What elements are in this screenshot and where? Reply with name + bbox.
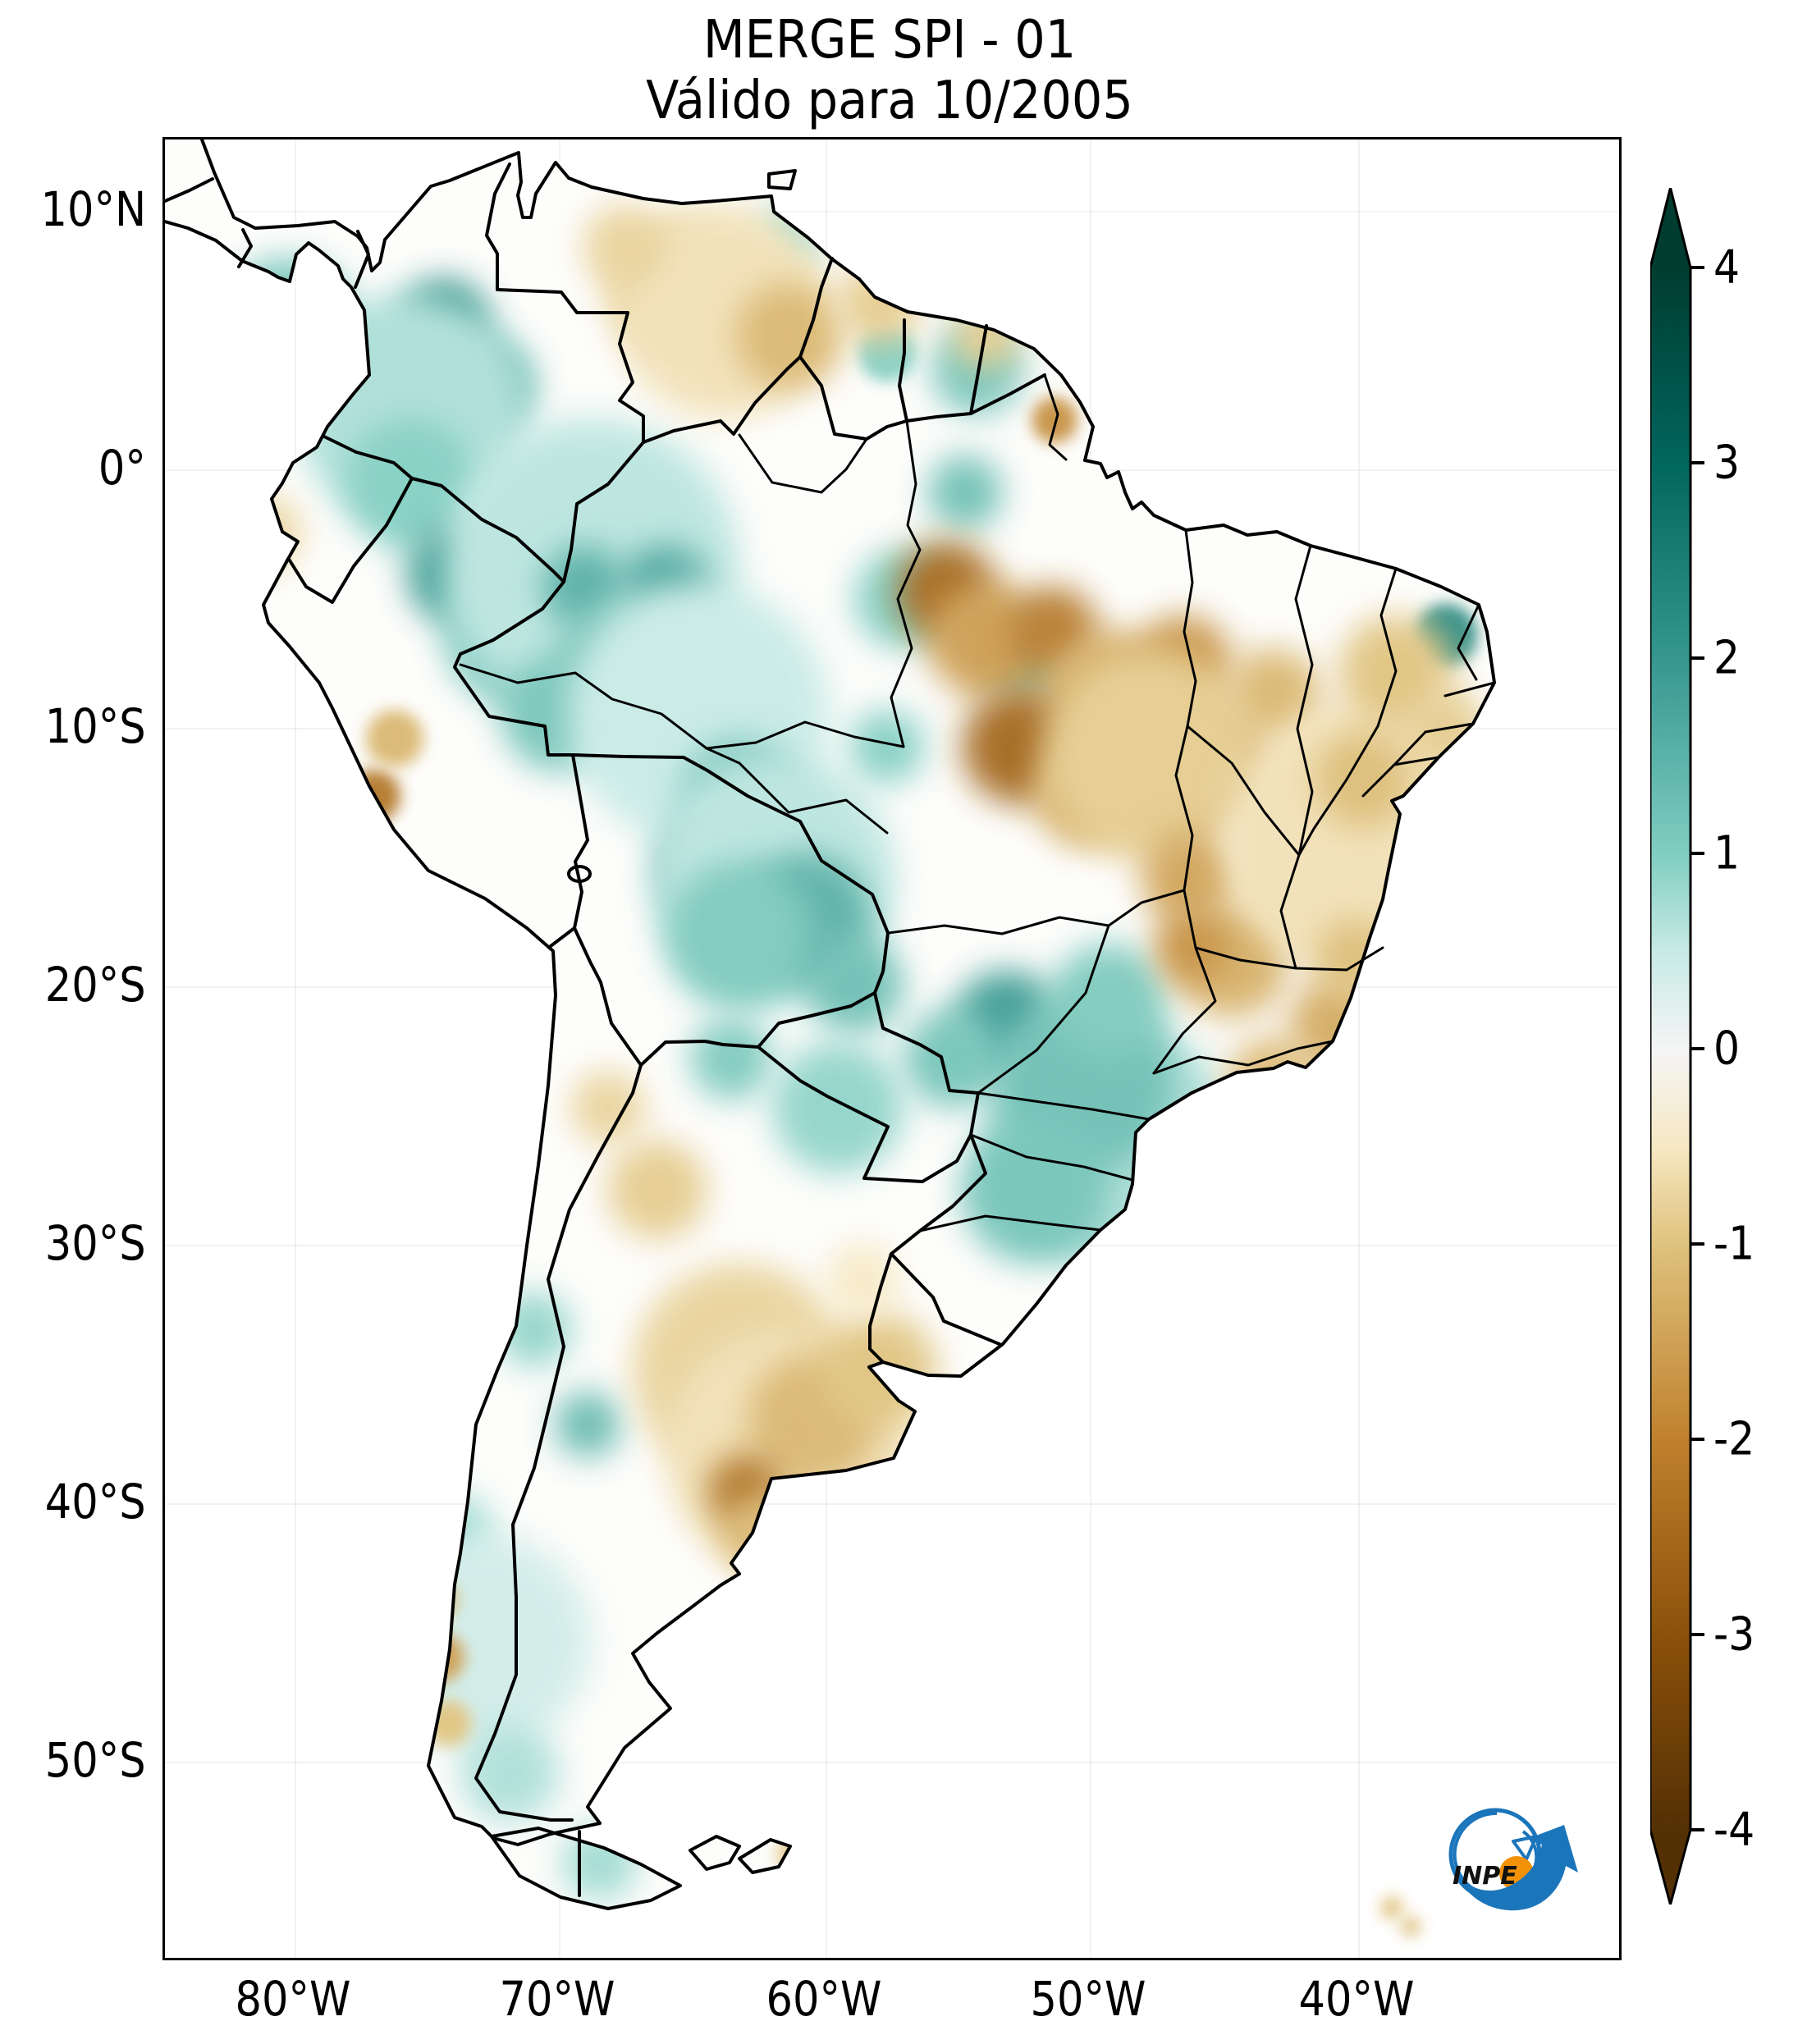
state-borders (459, 373, 1496, 1232)
spi-blob (735, 283, 842, 390)
spi-blob (776, 1834, 817, 1875)
lat-tick-label: 0° (98, 440, 146, 496)
spi-blob (772, 1042, 904, 1173)
spi-blob (1051, 944, 1166, 1059)
spi-blob (415, 1633, 464, 1682)
spi-blob (583, 205, 666, 287)
lat-tick-label: 50°S (45, 1732, 146, 1788)
spi-blob (555, 1392, 620, 1457)
spi-blob (690, 1017, 772, 1100)
spi-blob (1314, 730, 1412, 829)
spi-blob (838, 263, 920, 345)
spi-blob (805, 935, 904, 1034)
colorbar-ticks (1690, 266, 1704, 1831)
map-frame: INPE (162, 137, 1622, 1960)
spi-blob (850, 710, 924, 784)
spi-blob (1032, 397, 1077, 443)
spi-blob (666, 862, 813, 1009)
lat-tick-label: 30°S (45, 1215, 146, 1271)
lon-tick-label: 70°W (499, 1971, 615, 2027)
spi-blob (366, 710, 423, 767)
colorbar (1650, 188, 1704, 1905)
colorbar-tick-label: -3 (1713, 1607, 1755, 1662)
spi-blob (563, 1826, 637, 1900)
figure-title-line1: MERGE SPI - 01 (702, 10, 1077, 71)
spi-blob (460, 1723, 559, 1822)
spi-blob (1043, 648, 1256, 862)
spi-blob (345, 418, 477, 550)
spi-blob (723, 1493, 805, 1575)
spi-blob (904, 1009, 1002, 1108)
south-america-map: INPE (165, 139, 1619, 1958)
lon-tick-label: 60°W (766, 1971, 882, 2027)
spi-blob (608, 1141, 707, 1239)
spi-blob (928, 455, 1002, 529)
colorbar-tick-label: -1 (1713, 1217, 1755, 1271)
lon-tick-label: 50°W (1030, 1971, 1146, 2027)
colorbar-tick-label: 4 (1713, 240, 1741, 295)
inpe-logo: INPE (1448, 1808, 1578, 1911)
spi-blob (1404, 689, 1486, 771)
colorbar-tick-label: 1 (1713, 826, 1741, 880)
colorbar-tick-label: -4 (1713, 1803, 1755, 1857)
inpe-logo-text: INPE (1453, 1862, 1517, 1891)
lat-tick-label: 10°S (45, 698, 146, 754)
spi-blob (821, 1313, 936, 1428)
lat-tick-label: 10°N (40, 181, 146, 237)
country-borders (165, 162, 1046, 1897)
inpe-logo-spiral-arrowhead (1512, 1835, 1538, 1861)
spi-blob (1228, 1038, 1318, 1128)
spi-blob (378, 1534, 592, 1748)
island-spi-speck (1401, 1917, 1421, 1937)
colorbar-tick-label: -2 (1713, 1412, 1755, 1466)
island-spi-specks (1380, 1896, 1421, 1937)
colorbar-tick-label: 2 (1713, 631, 1741, 685)
colorbar-gradient-bar (1650, 188, 1692, 1905)
figure-title-line2: Válido para 10/2005 (646, 71, 1133, 131)
spi-blob (1155, 910, 1229, 984)
spi-blob (331, 822, 377, 868)
island-spi-speck (1380, 1896, 1403, 1919)
spi-blob (1141, 829, 1240, 927)
spi-blob (961, 1116, 1109, 1264)
lat-tick-label: 20°S (45, 957, 146, 1013)
lon-tick-label: 40°W (1298, 1971, 1415, 2027)
spi-blob (826, 1243, 899, 1317)
figure-title: MERGE SPI - 01 Válido para 10/2005 (361, 10, 1418, 131)
colorbar-tick-label: 3 (1713, 436, 1741, 490)
colorbar-tick-label: 0 (1713, 1022, 1741, 1076)
inpe-logo-swoosh-arrow (1459, 1825, 1578, 1911)
spi-blob (425, 1700, 471, 1746)
lat-tick-label: 40°S (45, 1474, 146, 1530)
spi-blob (571, 1071, 645, 1145)
lon-tick-label: 80°W (235, 1971, 351, 2027)
